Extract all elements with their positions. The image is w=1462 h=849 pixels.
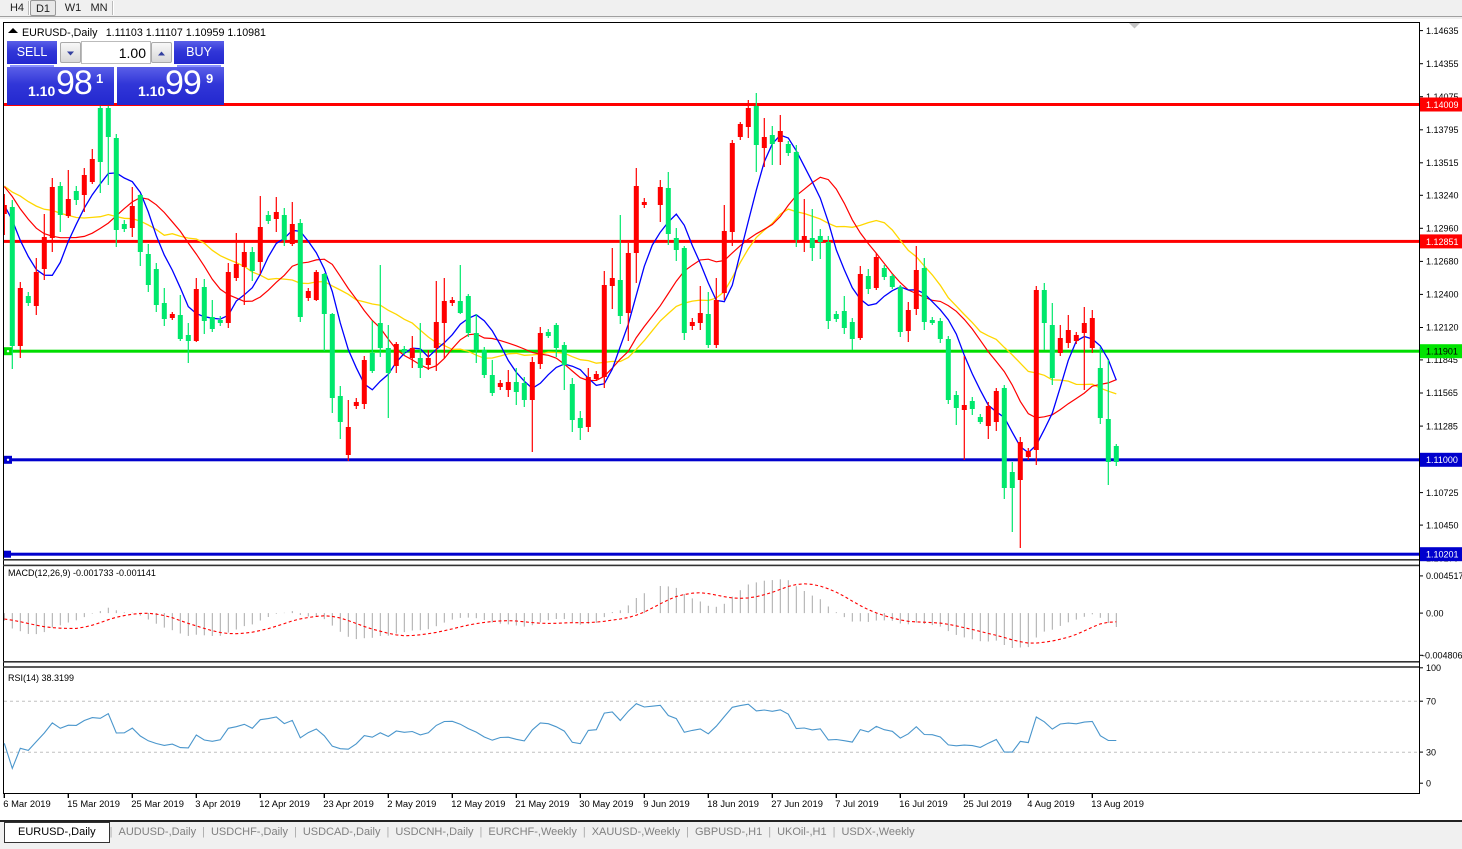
svg-text:100: 100: [1426, 663, 1441, 673]
svg-text:1.11000: 1.11000: [1426, 455, 1458, 465]
svg-text:1.13240: 1.13240: [1426, 191, 1459, 201]
svg-text:25 Jul 2019: 25 Jul 2019: [963, 798, 1011, 809]
svg-text:13 Aug 2019: 13 Aug 2019: [1091, 798, 1144, 809]
svg-text:1.13515: 1.13515: [1426, 158, 1459, 168]
svg-text:1.14355: 1.14355: [1426, 59, 1459, 69]
svg-text:-0.004806: -0.004806: [1422, 651, 1462, 661]
svg-text:12 May 2019: 12 May 2019: [451, 798, 505, 809]
svg-text:1.11845: 1.11845: [1426, 355, 1458, 365]
svg-text:1.10725: 1.10725: [1426, 488, 1459, 498]
svg-text:16 Jul 2019: 16 Jul 2019: [899, 798, 947, 809]
svg-text:1.12680: 1.12680: [1426, 257, 1459, 267]
svg-text:4 Aug 2019: 4 Aug 2019: [1027, 798, 1074, 809]
svg-text:0.00: 0.00: [1426, 608, 1444, 618]
svg-text:1.11901: 1.11901: [1426, 347, 1458, 357]
svg-text:15 Mar 2019: 15 Mar 2019: [67, 798, 120, 809]
svg-text:30 May 2019: 30 May 2019: [579, 798, 633, 809]
svg-text:1.12120: 1.12120: [1426, 323, 1459, 333]
svg-text:2 May 2019: 2 May 2019: [387, 798, 436, 809]
svg-text:30: 30: [1426, 747, 1436, 757]
svg-text:6 Mar 2019: 6 Mar 2019: [3, 798, 50, 809]
svg-text:3 Apr 2019: 3 Apr 2019: [195, 798, 240, 809]
svg-text:9 Jun 2019: 9 Jun 2019: [643, 798, 689, 809]
svg-text:1.11285: 1.11285: [1426, 421, 1458, 431]
svg-text:7 Jul 2019: 7 Jul 2019: [835, 798, 878, 809]
svg-text:EURUSD-,Daily 1.11103 1.11107: EURUSD-,Daily 1.11103 1.11107 1.10959 1.…: [22, 27, 266, 39]
svg-text:1.13795: 1.13795: [1426, 125, 1459, 135]
svg-text:1.10450: 1.10450: [1426, 520, 1459, 530]
svg-text:1.12400: 1.12400: [1426, 290, 1459, 300]
svg-text:0: 0: [1426, 778, 1431, 788]
svg-text:70: 70: [1426, 696, 1436, 706]
svg-text:12 Apr 2019: 12 Apr 2019: [259, 798, 310, 809]
svg-text:1.12851: 1.12851: [1426, 237, 1459, 247]
svg-text:27 Jun 2019: 27 Jun 2019: [771, 798, 823, 809]
svg-text:1.14009: 1.14009: [1426, 100, 1459, 110]
svg-text:0.004517: 0.004517: [1426, 571, 1462, 581]
svg-text:1.11565: 1.11565: [1426, 388, 1458, 398]
svg-text:25 Mar 2019: 25 Mar 2019: [131, 798, 184, 809]
svg-text:RSI(14) 38.3199: RSI(14) 38.3199: [8, 673, 74, 683]
svg-text:18 Jun 2019: 18 Jun 2019: [707, 798, 759, 809]
svg-text:21 May 2019: 21 May 2019: [515, 798, 569, 809]
svg-text:23 Apr 2019: 23 Apr 2019: [323, 798, 374, 809]
svg-text:1.14635: 1.14635: [1426, 26, 1459, 36]
svg-text:1.12960: 1.12960: [1426, 224, 1459, 234]
svg-text:1.14075: 1.14075: [1426, 92, 1459, 102]
svg-text:MACD(12,26,9) -0.001733 -0.001: MACD(12,26,9) -0.001733 -0.001141: [8, 568, 156, 578]
svg-text:1.10201: 1.10201: [1426, 550, 1459, 560]
